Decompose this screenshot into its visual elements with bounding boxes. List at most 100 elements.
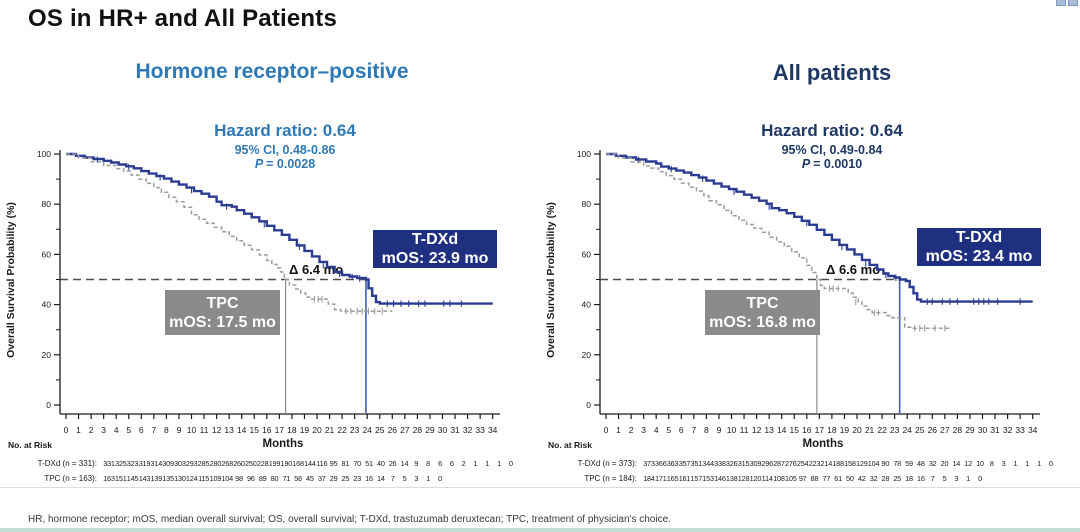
at-risk-value: 223 [809, 459, 821, 468]
at-risk-value: 7 [391, 474, 395, 483]
at-risk-value: 5 [403, 474, 407, 483]
at-risk-value: 128 [738, 474, 750, 483]
at-risk-value: 59 [905, 459, 913, 468]
at-risk-value: 184 [643, 474, 655, 483]
chart-title-hr-positive: Hormone receptor–positive [135, 60, 409, 83]
at-risk-value: 315 [738, 459, 750, 468]
svg-text:60: 60 [42, 249, 52, 259]
svg-text:5: 5 [666, 425, 671, 435]
censor-marks-tpc [828, 285, 946, 332]
svg-text:6: 6 [679, 425, 684, 435]
tdxd-label-box: T-DXd mOS: 23.4 mo [917, 228, 1041, 266]
at-risk-value: 16 [917, 474, 925, 483]
svg-text:9: 9 [177, 425, 182, 435]
svg-text:31: 31 [990, 425, 1000, 435]
svg-text:18: 18 [827, 425, 837, 435]
x-axis-label: Months [803, 438, 844, 450]
at-risk-value: 48 [917, 459, 925, 468]
censor-marks-t-dxd [638, 156, 1021, 305]
at-risk-value: 260 [233, 459, 245, 468]
at-risk-value: 98 [235, 474, 243, 483]
at-risk-value: 14 [401, 459, 409, 468]
svg-text:33: 33 [475, 425, 485, 435]
at-risk-value: 1 [966, 474, 970, 483]
at-risk-value: 120 [750, 474, 762, 483]
at-risk-value: 143 [139, 474, 151, 483]
svg-text:2: 2 [89, 425, 94, 435]
svg-text:1: 1 [616, 425, 621, 435]
at-risk-value: 108 [773, 474, 785, 483]
at-risk-value: 71 [282, 474, 290, 483]
svg-text:21: 21 [865, 425, 875, 435]
at-risk-value: 10 [976, 459, 984, 468]
svg-text:80: 80 [42, 199, 52, 209]
at-risk-value: 78 [893, 459, 901, 468]
svg-text:7: 7 [691, 425, 696, 435]
svg-text:27: 27 [400, 425, 410, 435]
at-risk-value: 309 [162, 459, 174, 468]
at-risk-value: 171 [655, 474, 667, 483]
at-risk-value: 145 [127, 474, 139, 483]
svg-text:40: 40 [42, 300, 52, 310]
svg-text:25: 25 [915, 425, 925, 435]
at-risk-value: 40 [377, 459, 385, 468]
at-risk-value: 42 [858, 474, 866, 483]
at-risk-value: 8 [426, 459, 430, 468]
at-risk-value: 88 [811, 474, 819, 483]
at-risk-value: 325 [115, 459, 127, 468]
at-risk-value: 97 [799, 474, 807, 483]
svg-text:3: 3 [101, 425, 106, 435]
p-value-text: P = 0.0028 [254, 156, 316, 171]
at-risk-header: No. at Risk [8, 440, 52, 450]
at-risk-value: 163 [103, 474, 115, 483]
at-risk-value: 309 [750, 459, 762, 468]
at-risk-value: 293 [186, 459, 198, 468]
svg-text:29: 29 [965, 425, 975, 435]
at-risk-value: 9 [414, 459, 418, 468]
svg-text:28: 28 [413, 425, 423, 435]
svg-text:2: 2 [629, 425, 634, 435]
app-chip-icon[interactable] [1056, 0, 1066, 6]
svg-text:80: 80 [582, 199, 592, 209]
confidence-interval-text: 95% CI, 0.49-0.84 [781, 142, 883, 157]
at-risk-value: 168 [292, 459, 304, 468]
at-risk-value: 303 [174, 459, 186, 468]
at-risk-value: 130 [174, 474, 186, 483]
svg-text:22: 22 [337, 425, 347, 435]
svg-text:30: 30 [978, 425, 988, 435]
svg-text:16: 16 [802, 425, 812, 435]
app-chip-icon[interactable] [1068, 0, 1078, 6]
at-risk-value: 25 [893, 474, 901, 483]
svg-text:7: 7 [151, 425, 156, 435]
svg-text:22: 22 [877, 425, 887, 435]
at-risk-value: 56 [294, 474, 302, 483]
at-risk-value: 1 [1025, 459, 1029, 468]
svg-text:32: 32 [1003, 425, 1013, 435]
svg-text:1: 1 [76, 425, 81, 435]
at-risk-value: 104 [868, 459, 880, 468]
svg-text:23: 23 [890, 425, 900, 435]
at-risk-value: 153 [702, 474, 714, 483]
svg-text:15: 15 [790, 425, 800, 435]
at-risk-value: 109 [210, 474, 222, 483]
at-risk-value: 50 [846, 474, 854, 483]
at-risk-value: 26 [389, 459, 397, 468]
at-risk-value: 296 [761, 459, 773, 468]
at-risk-value: 373 [643, 459, 655, 468]
at-risk-value: 32 [870, 474, 878, 483]
svg-text:0: 0 [604, 425, 609, 435]
at-risk-value: 104 [221, 474, 233, 483]
svg-text:0: 0 [64, 425, 69, 435]
at-risk-value: 129 [856, 459, 868, 468]
at-risk-value: 344 [702, 459, 714, 468]
at-risk-value: 81 [342, 459, 350, 468]
svg-text:10: 10 [187, 425, 197, 435]
at-risk-value: 70 [353, 459, 361, 468]
tpc-label-box: TPC mOS: 16.8 mo [705, 290, 820, 335]
hazard-ratio-text: Hazard ratio: 0.64 [214, 121, 356, 140]
at-risk-value: 95 [330, 459, 338, 468]
at-risk-value: 0 [438, 474, 442, 483]
